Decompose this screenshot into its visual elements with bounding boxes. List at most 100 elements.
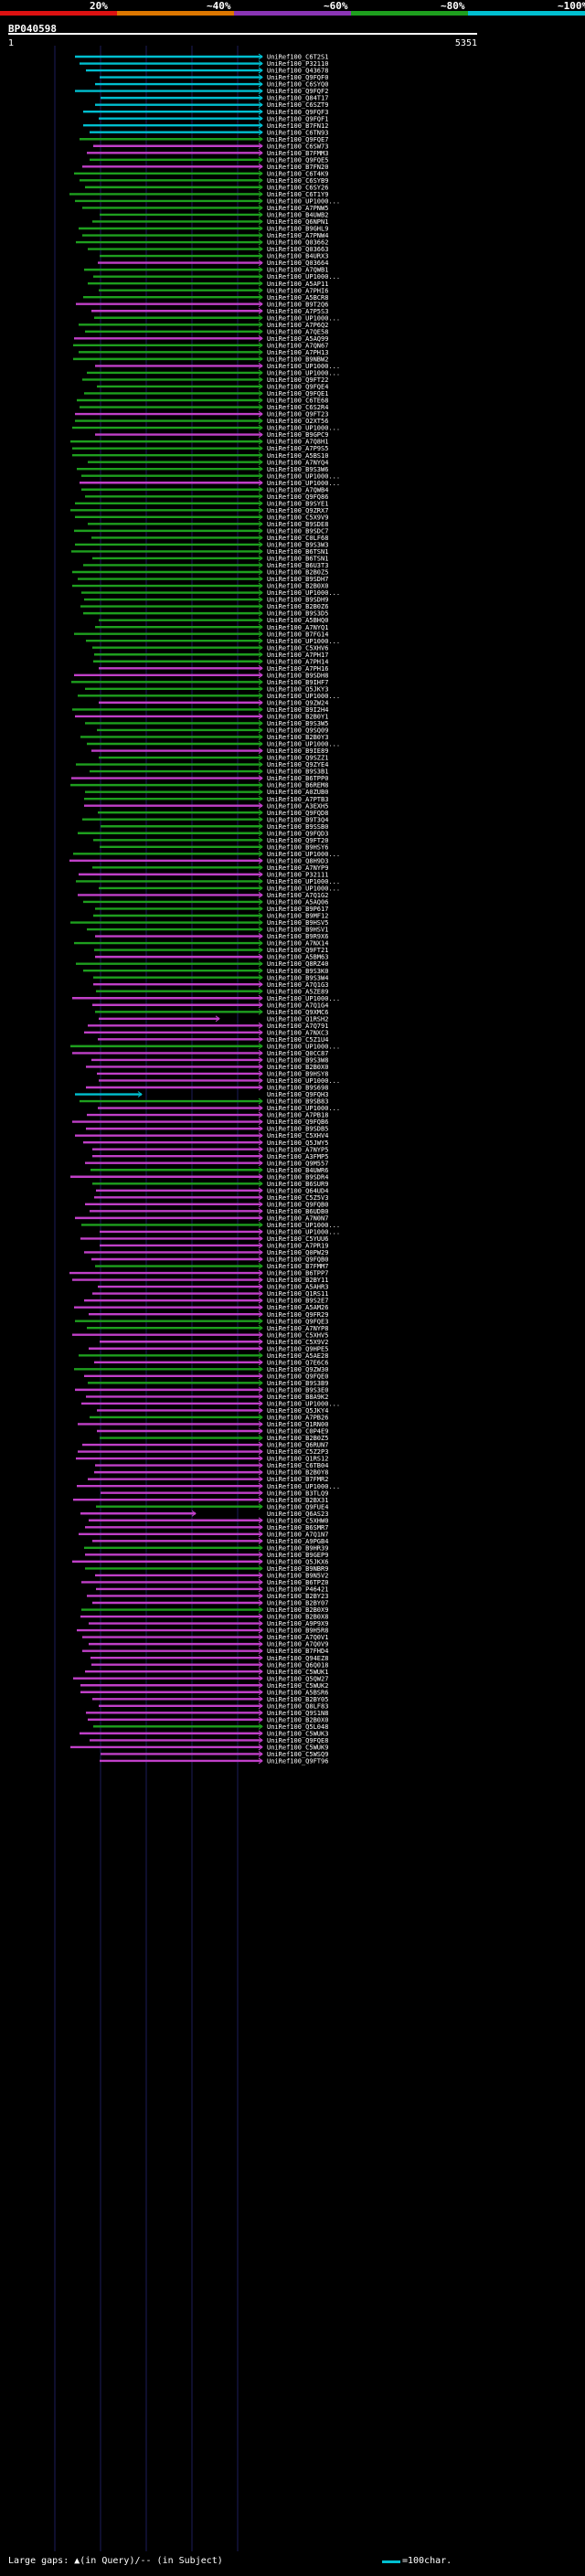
hit-label[interactable]: UniRef100_B4URX3 [267, 253, 328, 260]
hit-label[interactable]: UniRef100_Q5JKY3 [267, 685, 328, 693]
hit-label[interactable]: UniRef100_A5BM63 [267, 954, 328, 961]
hit-label[interactable]: UniRef100_Q9ZRX7 [267, 507, 328, 514]
hit-label[interactable]: UniRef100_B9SDR4 [267, 1173, 328, 1181]
hit-label[interactable]: UniRef100_Q6NPN1 [267, 218, 328, 226]
hit-label[interactable]: UniRef100_C6SYB9 [267, 177, 328, 185]
hit-label[interactable]: UniRef100_A7Q0V1 [267, 1634, 328, 1641]
hit-label[interactable]: UniRef100_Q5QW27 [267, 1675, 328, 1682]
hit-label[interactable]: UniRef100_B2B0Z5 [267, 1435, 328, 1442]
hit-label[interactable]: UniRef100_A5AQ99 [267, 335, 328, 343]
hit-label[interactable]: UniRef100_A7P6Q2 [267, 322, 328, 329]
hit-label[interactable]: UniRef100_A7Q791 [267, 1023, 328, 1030]
hit-label[interactable]: UniRef100_B9MF12 [267, 913, 328, 920]
hit-label[interactable]: UniRef100_B2BX31 [267, 1497, 328, 1504]
hit-label[interactable]: UniRef100_A7PR19 [267, 1243, 328, 1250]
hit-label[interactable]: UniRef100_B4UWB2 [267, 212, 328, 219]
hit-label[interactable]: UniRef100_A7NYP8 [267, 1325, 328, 1332]
hit-label[interactable]: UniRef100_Q8H9D3 [267, 857, 328, 864]
hit-label[interactable]: UniRef100_B9GPC9 [267, 431, 328, 439]
hit-label[interactable]: UniRef100_B9S2E7 [267, 1298, 328, 1305]
hit-label[interactable]: UniRef100_B9HSV5 [267, 919, 328, 927]
hit-label[interactable]: UniRef100_Q9FT23 [267, 411, 328, 419]
hit-label[interactable]: UniRef100_A7P5S3 [267, 308, 328, 315]
hit-label[interactable]: UniRef100_C5X9V9 [267, 514, 328, 521]
hit-label[interactable]: UniRef100_B6REM8 [267, 782, 328, 790]
hit-label[interactable]: UniRef100_A7Q0V9 [267, 1641, 328, 1648]
hit-label[interactable]: UniRef100_A7QE58 [267, 328, 328, 335]
hit-label[interactable]: UniRef100_A7PTB3 [267, 796, 328, 803]
hit-label[interactable]: UniRef100_B9SDC7 [267, 527, 328, 535]
hit-label[interactable]: UniRef100_Q7E6C6 [267, 1359, 328, 1366]
hit-label[interactable]: UniRef100_B9SDE8 [267, 521, 328, 528]
hit-label[interactable]: UniRef100_Q5JWY5 [267, 1140, 328, 1147]
hit-label[interactable]: UniRef100_A7Q1G4 [267, 1002, 328, 1009]
hit-label[interactable]: UniRef100_A5AM26 [267, 1304, 328, 1311]
hit-label[interactable]: UniRef100_B9S3W8 [267, 1057, 328, 1065]
hit-label[interactable]: UniRef100_Q9SZZ1 [267, 755, 328, 762]
hit-label[interactable]: UniRef100_B9SDB5 [267, 1126, 328, 1133]
hit-label[interactable]: UniRef100_B6UDB0 [267, 1208, 328, 1215]
hit-label[interactable]: UniRef100_C6T4K9 [267, 170, 328, 177]
hit-label[interactable]: UniRef100_B9S3W6 [267, 466, 328, 473]
hit-label[interactable]: UniRef100_Q9FQE5 [267, 156, 328, 164]
hit-label[interactable]: UniRef100_B9T2Q6 [267, 301, 328, 308]
hit-label[interactable]: UniRef100_Q03662 [267, 239, 328, 247]
hit-label[interactable]: UniRef100_UP1000... [267, 741, 340, 748]
hit-label[interactable]: UniRef100_C5WUK2 [267, 1682, 328, 1690]
hit-label[interactable]: UniRef100_B2BY11 [267, 1277, 328, 1284]
hit-label[interactable]: UniRef100_B9HSV1 [267, 927, 328, 934]
hit-label[interactable]: UniRef100_UP1000... [267, 198, 340, 206]
hit-label[interactable]: UniRef100_Q9FQH3 [267, 1091, 328, 1098]
hit-label[interactable]: UniRef100_Q9FT22 [267, 376, 328, 384]
hit-label[interactable]: UniRef100_A7NYP5 [267, 1146, 328, 1153]
hit-label[interactable]: UniRef100_B9IHF7 [267, 679, 328, 686]
hit-label[interactable]: UniRef100_C5YUU6 [267, 1235, 328, 1243]
hit-label[interactable]: UniRef100_Q9FT20 [267, 837, 328, 844]
hit-label[interactable]: UniRef100_C5Z1U4 [267, 1036, 328, 1044]
hit-label[interactable]: UniRef100_A7Q1N7 [267, 1531, 328, 1538]
hit-label[interactable]: UniRef100_A7PHI6 [267, 287, 328, 294]
hit-label[interactable]: UniRef100_B9S698 [267, 1085, 328, 1092]
hit-label[interactable]: UniRef100_Q9ZW30 [267, 1366, 328, 1373]
hit-label[interactable]: UniRef100_B2B0X0 [267, 1716, 328, 1723]
hit-label[interactable]: UniRef100_B9HSY6 [267, 843, 328, 851]
hit-label[interactable]: UniRef100_B6SUR9 [267, 1181, 328, 1188]
hit-label[interactable]: UniRef100_B9SYE1 [267, 500, 328, 507]
hit-label[interactable]: UniRef100_C5XHW0 [267, 1517, 328, 1524]
hit-label[interactable]: UniRef100_B9S3W5 [267, 720, 328, 727]
hit-label[interactable]: UniRef100_C6TE68 [267, 398, 328, 405]
hit-label[interactable]: UniRef100_B9I2H4 [267, 706, 328, 714]
hit-label[interactable]: UniRef100_Q9M557 [267, 1160, 328, 1167]
hit-label[interactable]: UniRef100_B2BY23 [267, 1593, 328, 1600]
hit-label[interactable]: UniRef100_C5Z2P3 [267, 1448, 328, 1456]
hit-label[interactable]: UniRef100_A7QWB4 [267, 486, 328, 493]
hit-label[interactable]: UniRef100_C0LF68 [267, 535, 328, 542]
hit-label[interactable]: UniRef100_C6SY26 [267, 184, 328, 191]
hit-label[interactable]: UniRef100_A7PNW4 [267, 232, 328, 239]
hit-label[interactable]: UniRef100_B2B0Y8 [267, 1469, 328, 1477]
hit-label[interactable]: UniRef100_UP1000... [267, 314, 340, 322]
hit-label[interactable]: UniRef100_Q5L048 [267, 1723, 328, 1731]
hit-label[interactable]: UniRef100_A7Q1G3 [267, 981, 328, 989]
hit-label[interactable]: UniRef100_B2BY07 [267, 1600, 328, 1607]
hit-label[interactable]: UniRef100_Q9FQB0 [267, 1201, 328, 1208]
hit-label[interactable]: UniRef100_Q6Q018 [267, 1661, 328, 1669]
hit-label[interactable]: UniRef100_A7NYQ1 [267, 624, 328, 631]
hit-label[interactable]: UniRef100_Q9FQ86 [267, 493, 328, 501]
hit-label[interactable]: UniRef100_Q9FQE4 [267, 384, 328, 391]
hit-label[interactable]: UniRef100_Q9HPE5 [267, 1345, 328, 1352]
hit-label[interactable]: UniRef100_A5AE28 [267, 1352, 328, 1360]
hit-label[interactable]: UniRef100_A7NYQ4 [267, 459, 328, 466]
hit-label[interactable]: UniRef100_C5XHV6 [267, 644, 328, 652]
hit-label[interactable]: UniRef100_C6T1Y9 [267, 191, 328, 198]
hit-label[interactable]: UniRef100_C6TN93 [267, 129, 328, 136]
hit-label[interactable]: UniRef100_C5WUK1 [267, 1669, 328, 1676]
hit-label[interactable]: UniRef100_B6TPP7 [267, 1270, 328, 1277]
hit-label[interactable]: UniRef100_A3EXH5 [267, 802, 328, 810]
hit-label[interactable]: UniRef100_B9SDH8 [267, 672, 328, 679]
hit-label[interactable]: UniRef100_A7NYP9 [267, 864, 328, 872]
hit-label[interactable]: UniRef100_Q9FUE4 [267, 1503, 328, 1511]
hit-label[interactable]: UniRef100_B2B0X8 [267, 1614, 328, 1621]
hit-label[interactable]: UniRef100_Q9FQD8 [267, 810, 328, 817]
hit-label[interactable]: UniRef100_B6SMR7 [267, 1524, 328, 1532]
